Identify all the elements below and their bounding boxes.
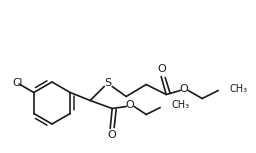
Text: O: O: [180, 84, 189, 93]
Text: Cl: Cl: [12, 78, 22, 88]
Text: S: S: [105, 78, 112, 88]
Text: O: O: [158, 65, 167, 75]
Text: CH₃: CH₃: [171, 101, 189, 110]
Text: CH₃: CH₃: [229, 84, 247, 93]
Text: O: O: [108, 131, 116, 140]
Text: O: O: [126, 99, 135, 110]
